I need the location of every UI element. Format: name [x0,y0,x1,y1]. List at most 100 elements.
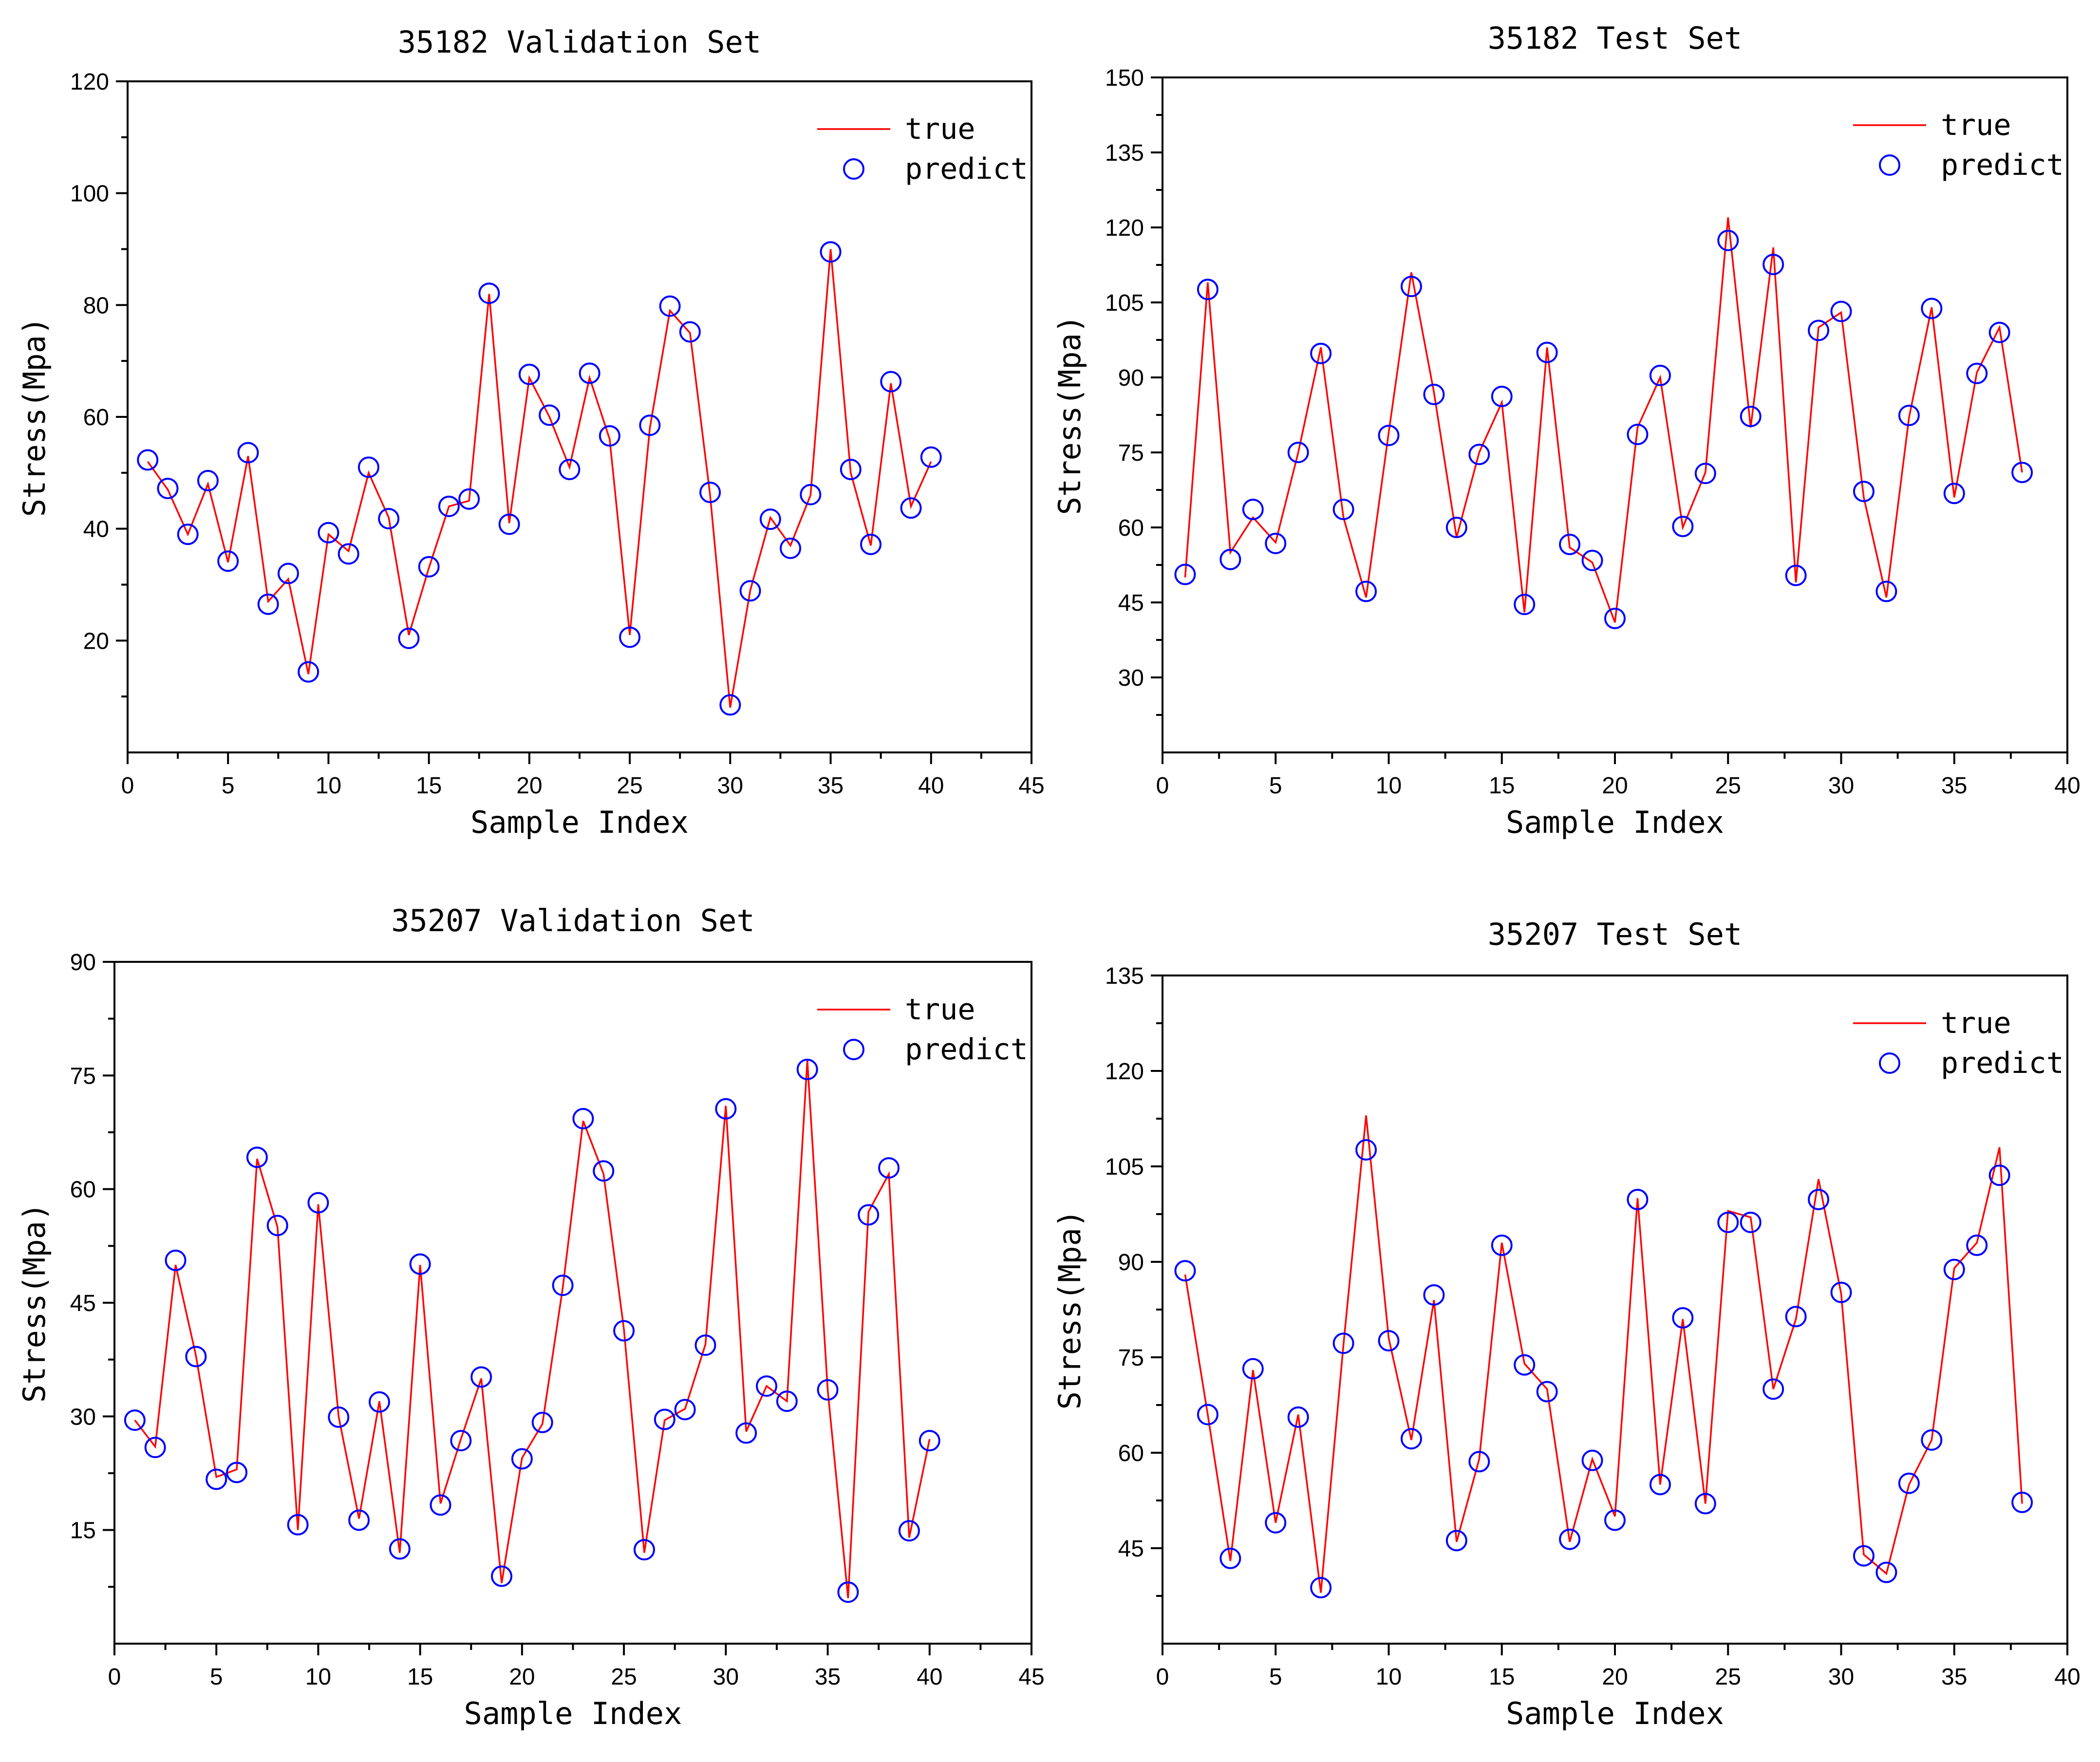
predict-point [837,1581,859,1603]
true-series-line [1184,1115,2023,1593]
predict-point [1536,341,1558,363]
predict-point [1694,463,1716,485]
predict-point [1740,406,1762,428]
predict-point [858,1204,880,1226]
y-axis-label: Stress(Mpa) [17,317,52,517]
x-tick-label: 40 [2054,1664,2080,1690]
x-tick-label: 25 [617,773,642,799]
y-tick-label: 75 [1118,1345,1144,1371]
predict-point [1536,1381,1558,1403]
predict-point [1378,1330,1400,1352]
predict-point [1287,442,1309,463]
x-tick-label: 10 [305,1664,331,1690]
true-series-line [1184,217,2023,623]
predict-point [880,371,902,393]
legend-true-label: true [905,993,975,1027]
predict-point [1265,532,1287,554]
x-tick-label: 5 [1269,1664,1282,1690]
legend-predict-swatch [1879,1052,1900,1074]
true-series-line [134,1060,931,1598]
chart-title: 35182 Validation Set [398,24,762,60]
predict-point [1197,279,1219,300]
y-tick-label: 120 [1105,215,1144,241]
predict-point [450,1430,472,1452]
predict-point [1921,1429,1943,1451]
predict-point [1287,1406,1309,1428]
predict-point [1355,1139,1377,1161]
predict-point [398,627,420,649]
predict-point [277,562,299,584]
predict-point [1559,1528,1581,1550]
predict-point [1672,515,1694,537]
y-tick-label: 30 [70,1404,96,1430]
y-tick-label: 90 [1118,365,1144,391]
y-tick-label: 100 [70,181,109,207]
predict-point [2011,1491,2033,1513]
y-axis-label: Stress(Mpa) [1052,1210,1088,1410]
predict-point [776,1390,798,1412]
y-tick-label: 45 [1118,1536,1144,1562]
x-tick-label: 0 [1156,1664,1169,1690]
predict-point [1672,1307,1694,1329]
legend-predict-swatch [843,1039,864,1060]
predict-point [1581,549,1603,571]
y-tick-label: 60 [1118,515,1144,541]
predict-point [1491,386,1513,408]
predict-point [579,362,600,384]
predict-point [1174,1260,1196,1282]
predict-point [593,1160,615,1182]
predict-point [898,1520,920,1542]
predict-point [206,1468,227,1490]
predict-point [409,1253,431,1275]
predict-point [1649,364,1671,386]
predict-point [338,543,359,565]
predict-point [1265,1512,1287,1534]
x-tick-label: 40 [2054,773,2080,799]
predict-point [1785,1306,1807,1328]
predict-point [639,414,661,436]
plot-frame [1162,975,2068,1645]
legend-predict-swatch [1879,154,1900,176]
predict-point [739,580,761,602]
predict-point [1830,1281,1852,1303]
predict-point [418,556,440,578]
legend-true-label: true [905,112,975,146]
predict-point [800,484,822,506]
predict-point [1966,1235,1988,1256]
predict-point [287,1514,309,1536]
predict-point [1445,517,1467,538]
x-axis-label: Sample Index [1506,1696,1724,1731]
predict-point [613,1320,635,1342]
predict-point [1310,1577,1332,1599]
predict-point [1988,1164,2010,1186]
predict-point [1943,483,1965,505]
predict-point [144,1437,166,1459]
x-tick-label: 20 [1602,1664,1628,1690]
plot-frame [113,961,1032,1645]
predict-point [298,661,319,683]
predict-point [124,1409,146,1431]
predict-point [1921,298,1943,319]
y-tick-label: 60 [70,1177,96,1203]
predict-point [328,1406,350,1428]
predict-point [226,1462,248,1483]
x-tick-label: 30 [717,773,743,799]
predict-point [878,1157,900,1179]
x-tick-label: 15 [416,773,442,799]
x-tick-label: 25 [611,1664,637,1690]
y-tick-label: 60 [1118,1441,1144,1466]
plot-frame [1162,76,2068,753]
x-tick-label: 5 [210,1664,223,1690]
predict-point [1468,1451,1490,1473]
y-tick-label: 15 [70,1518,96,1544]
x-tick-label: 15 [1489,1664,1515,1690]
predict-point [817,1379,839,1401]
predict-point [217,550,239,572]
x-tick-label: 20 [516,773,542,799]
x-tick-label: 15 [407,1664,433,1690]
y-tick-label: 60 [83,405,109,431]
predict-point [1378,425,1400,447]
y-tick-label: 120 [70,69,109,95]
predict-point [1627,1188,1649,1210]
x-tick-label: 35 [815,1664,841,1690]
